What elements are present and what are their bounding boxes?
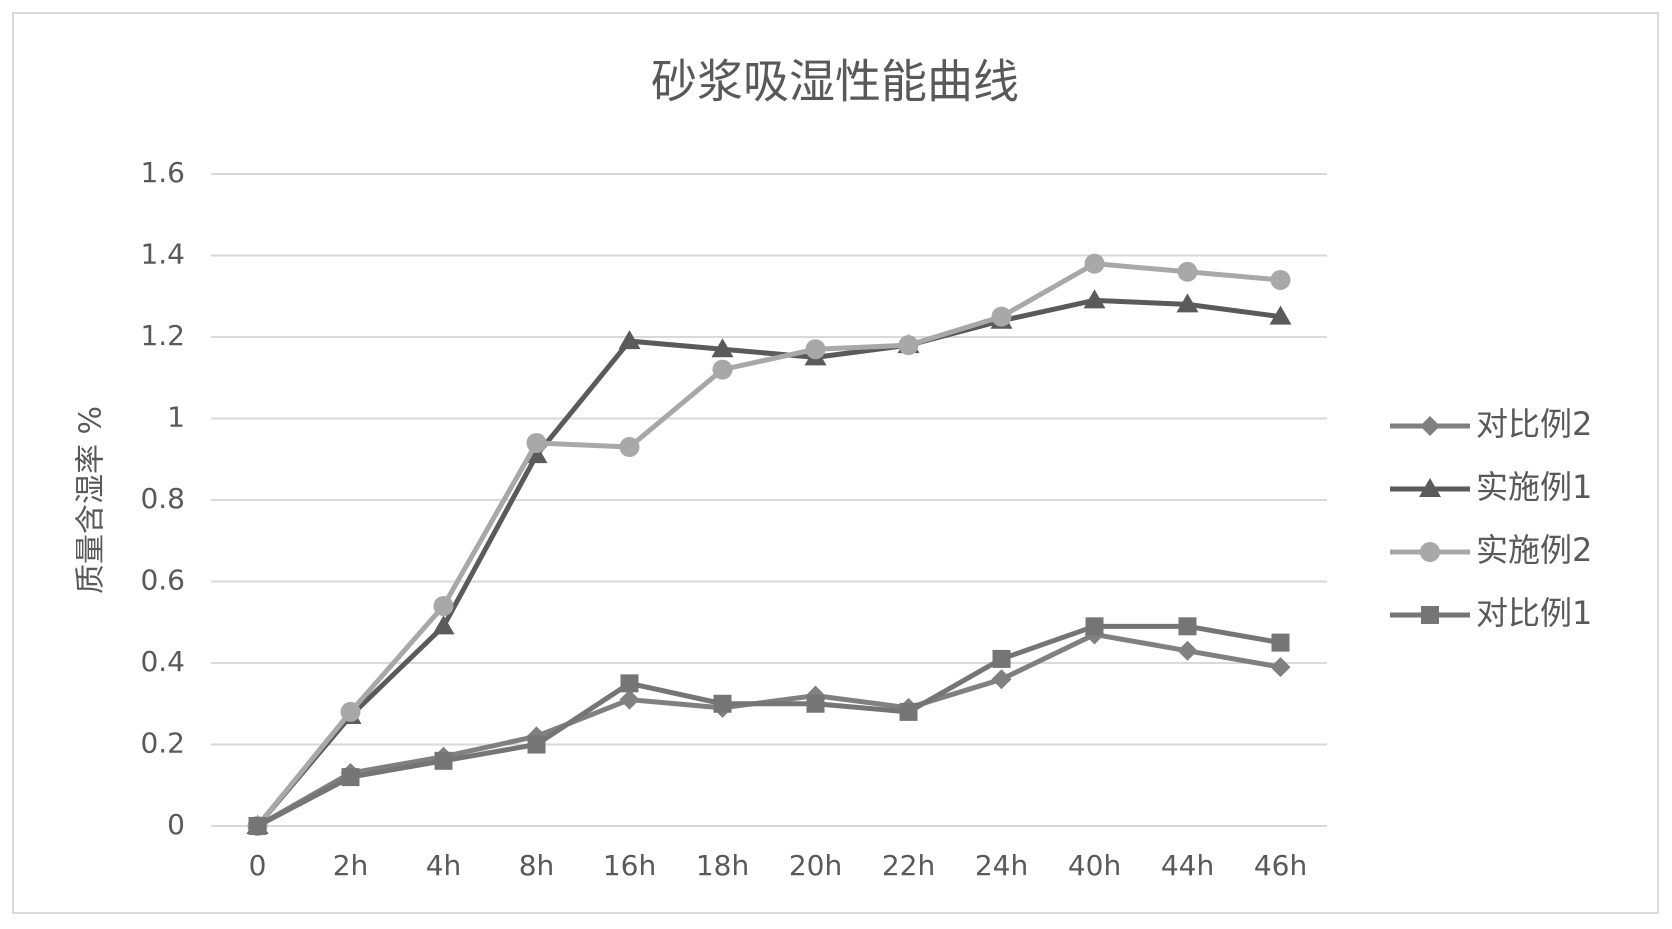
marker [991, 669, 1012, 690]
x-tick-label: 8h [519, 849, 555, 882]
marker [620, 674, 639, 693]
marker [1178, 617, 1197, 636]
marker [526, 432, 547, 453]
marker [898, 335, 919, 356]
y-tick-label: 1.4 [140, 238, 185, 271]
legend-marker [1420, 542, 1440, 562]
marker [1084, 253, 1105, 274]
marker [619, 437, 640, 458]
x-tick-label: 22h [882, 849, 935, 882]
marker [1177, 261, 1198, 282]
marker [1270, 269, 1291, 290]
marker [711, 338, 734, 358]
y-tick-label: 0.4 [140, 645, 185, 678]
marker [527, 735, 546, 754]
marker [1176, 293, 1199, 313]
marker [899, 702, 918, 721]
y-tick-label: 0 [167, 808, 185, 841]
marker [992, 649, 1011, 668]
marker [619, 689, 640, 710]
marker [805, 339, 826, 360]
x-tick-label: 40h [1068, 849, 1121, 882]
y-axis-label: 质量含湿率 % [74, 406, 109, 594]
series-line [255, 261, 1281, 828]
legend-marker [1420, 416, 1440, 436]
marker [991, 306, 1012, 327]
series-line [256, 623, 1281, 829]
y-tick-label: 1.2 [140, 319, 185, 352]
x-tick-label: 4h [426, 849, 462, 882]
marker [1085, 617, 1104, 636]
legend-label: 对比例2 [1476, 405, 1592, 443]
legend-marker [1421, 606, 1439, 624]
x-tick-label: 44h [1161, 849, 1214, 882]
legend-label: 实施例1 [1476, 468, 1592, 506]
x-tick-label: 2h [333, 849, 369, 882]
y-tick-label: 0.6 [140, 564, 185, 597]
y-tick-label: 0.2 [140, 727, 185, 760]
x-tick-label: 20h [789, 849, 842, 882]
marker [1177, 640, 1198, 661]
marker [1083, 289, 1106, 309]
legend-label: 对比例1 [1476, 594, 1592, 632]
marker [713, 694, 732, 713]
y-tick-label: 0.8 [140, 482, 185, 515]
x-tick-label: 18h [696, 849, 749, 882]
chart-title: 砂浆吸湿性能曲线 [651, 55, 1019, 109]
marker [341, 768, 360, 787]
marker [340, 701, 361, 722]
marker [806, 694, 825, 713]
marker [1270, 657, 1291, 678]
series-line [255, 297, 1281, 828]
chart-border [12, 12, 1659, 914]
y-tick-label: 1 [167, 401, 185, 434]
marker [525, 444, 548, 464]
x-tick-label: 24h [975, 849, 1028, 882]
marker [432, 615, 455, 635]
marker [433, 595, 454, 616]
x-tick-label: 46h [1254, 849, 1307, 882]
marker [1269, 305, 1292, 325]
legend-label: 实施例2 [1476, 531, 1592, 569]
x-tick-label: 16h [603, 849, 656, 882]
marker [1271, 633, 1290, 652]
x-tick-label: 0 [249, 849, 267, 882]
marker [248, 817, 267, 835]
marker [712, 359, 733, 380]
y-tick-label: 1.6 [140, 156, 185, 189]
legend-marker [1419, 478, 1441, 497]
marker [618, 330, 641, 350]
marker [434, 751, 453, 770]
